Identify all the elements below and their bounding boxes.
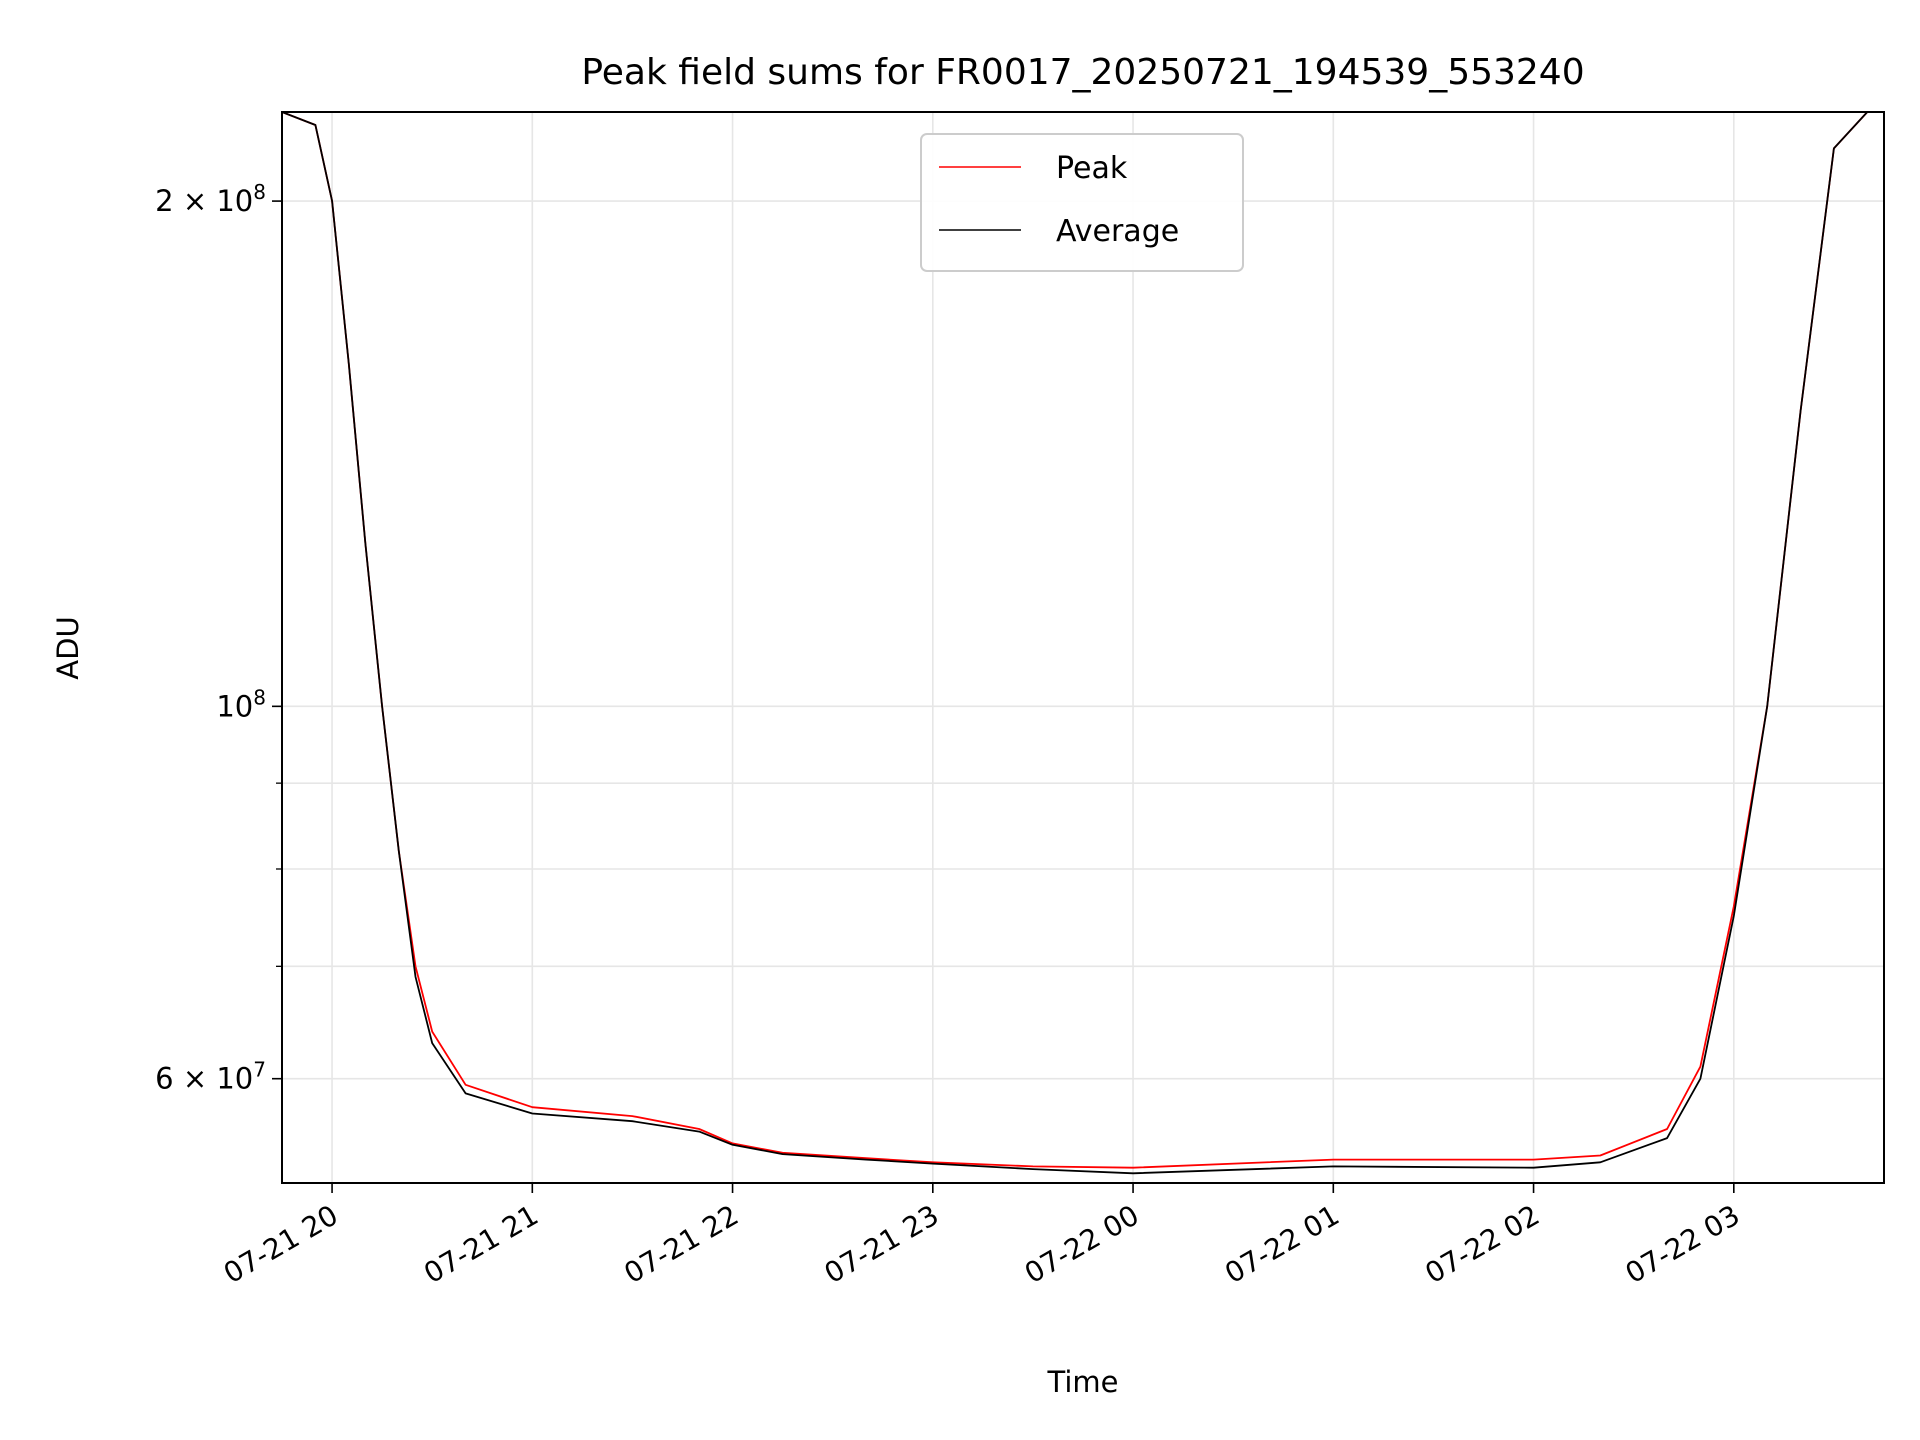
y-tick-label: 6 × 107 bbox=[155, 1058, 266, 1096]
legend-box bbox=[920, 133, 1244, 272]
series-line-average bbox=[282, 112, 1868, 1175]
legend: Peak Average bbox=[920, 133, 1244, 272]
plot-lines bbox=[282, 112, 1868, 1175]
y-tick-label: 108 bbox=[216, 685, 266, 723]
y-axis-ticks: 6 × 107 108 2 × 108 bbox=[155, 180, 282, 1096]
plot-frame bbox=[281, 111, 1885, 1184]
y-tick-label: 2 × 108 bbox=[155, 180, 266, 218]
chart-title: Peak field sums for FR0017_20250721_1945… bbox=[581, 52, 1584, 93]
y-axis-label: ADU bbox=[51, 616, 85, 679]
legend-label-peak: Peak bbox=[1056, 151, 1128, 186]
legend-label-average: Average bbox=[1056, 214, 1179, 249]
x-axis-label: Time bbox=[1047, 1365, 1119, 1399]
